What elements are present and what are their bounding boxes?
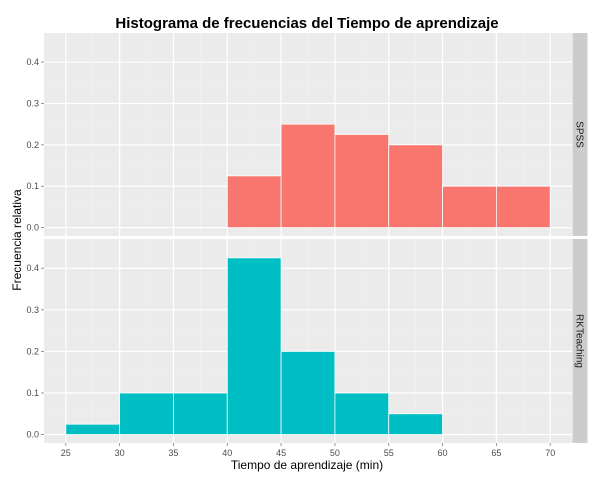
- y-tick-label: 0.2: [26, 346, 39, 356]
- x-tick-label: 70: [545, 448, 555, 458]
- x-axis: 25 30 35 40 45 50 55 60 65 70: [61, 443, 555, 458]
- histogram-bar: [65, 423, 121, 435]
- x-tick-label: 40: [222, 448, 232, 458]
- histogram-bar: [495, 185, 551, 229]
- histogram-bar: [334, 134, 390, 229]
- x-tick-label: 60: [438, 448, 448, 458]
- y-tick-label: 0.1: [26, 181, 39, 191]
- histogram-bar: [173, 392, 228, 435]
- panel-spss: 0.0 0.1 0.2 0.3 0.4 SPSS: [26, 33, 588, 236]
- y-tick-label: 0.0: [26, 223, 39, 233]
- panel-rkteaching: 0.0 0.1 0.2 0.3 0.4 RKTeaching: [26, 239, 588, 443]
- histogram-bar: [280, 350, 336, 435]
- histogram-bar: [119, 392, 174, 435]
- histogram-bar: [388, 144, 443, 229]
- facet-strip: [572, 239, 588, 443]
- x-tick-label: 35: [168, 448, 178, 458]
- histogram-bar: [334, 392, 390, 435]
- y-tick-label: 0.4: [26, 263, 39, 273]
- x-axis-label: Tiempo de aprendizaje (min): [231, 458, 383, 472]
- y-tick-label: 0.0: [26, 430, 39, 440]
- histogram-bar: [226, 175, 282, 229]
- y-axis-label: Frecuencia relativa: [10, 189, 24, 291]
- facet-strip-label: RKTeaching: [574, 314, 585, 368]
- y-tick-label: 0.2: [26, 140, 39, 150]
- x-tick-label: 55: [384, 448, 394, 458]
- y-tick-label: 0.1: [26, 388, 39, 398]
- histogram-bar: [226, 257, 282, 435]
- x-tick-label: 65: [491, 448, 501, 458]
- facet-panels: 0.0 0.1 0.2 0.3 0.4 SPSS 0.0 0.1 0.2 0.3 0.4 RKTeac…: [26, 33, 588, 443]
- x-tick-label: 25: [61, 448, 71, 458]
- facet-strip-label: SPSS: [574, 121, 585, 148]
- histogram-bar: [442, 185, 497, 229]
- x-tick-label: 50: [330, 448, 340, 458]
- histogram-bar: [388, 413, 443, 435]
- y-tick-label: 0.4: [26, 57, 39, 67]
- facet-strip: [572, 33, 588, 236]
- y-tick-label: 0.3: [26, 305, 39, 315]
- y-tick-label: 0.3: [26, 98, 39, 108]
- x-tick-label: 30: [115, 448, 125, 458]
- chart-title: Histograma de frecuencias del Tiempo de …: [115, 15, 498, 32]
- x-tick-label: 45: [276, 448, 286, 458]
- histogram-bar: [280, 123, 336, 229]
